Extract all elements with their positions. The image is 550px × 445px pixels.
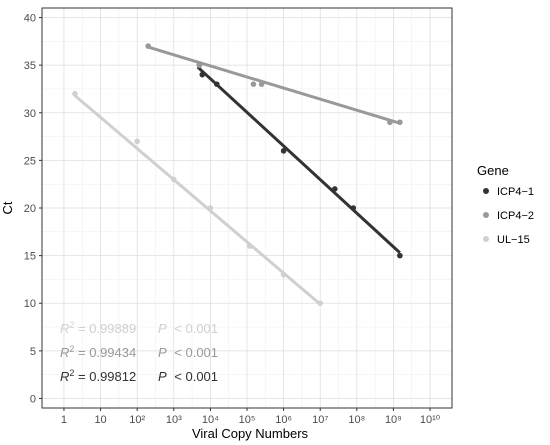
x-tick-label: 10⁴ bbox=[202, 414, 219, 426]
fit-lines bbox=[74, 45, 401, 306]
legend: Gene ICP4−1 ICP4−2 UL−15 bbox=[477, 163, 534, 246]
x-tick-label: 10⁶ bbox=[275, 414, 292, 426]
x-tick-label: 1 bbox=[61, 414, 67, 426]
x-tick-label: 10¹⁰ bbox=[420, 414, 441, 426]
x-tick-label: 10⁸ bbox=[348, 414, 365, 426]
y-tick-label: 25 bbox=[24, 155, 36, 167]
p-value-annotation: P < 0.001 bbox=[158, 345, 218, 360]
fit-annotations: R2 = 0.99889 P < 0.001 R2 = 0.99434 P < 0.0… bbox=[60, 320, 218, 384]
x-tick-label: 10³ bbox=[166, 414, 182, 426]
x-tick-label: 10⁹ bbox=[385, 414, 402, 426]
y-tick-label: 20 bbox=[24, 203, 36, 215]
fit-line bbox=[147, 45, 401, 125]
x-axis-title: Viral Copy Numbers bbox=[192, 426, 309, 441]
legend-label: ICP4−2 bbox=[497, 210, 534, 222]
data-point bbox=[280, 148, 287, 154]
data-point bbox=[134, 138, 140, 145]
data-point bbox=[317, 300, 324, 307]
legend-marker bbox=[483, 236, 489, 242]
data-point bbox=[397, 252, 403, 259]
legend-label: ICP4−1 bbox=[497, 186, 534, 198]
data-point bbox=[387, 119, 393, 126]
y-tick-label: 35 bbox=[24, 60, 36, 72]
p-value-annotation: P < 0.001 bbox=[158, 321, 218, 336]
legend-label: UL−15 bbox=[497, 234, 530, 246]
data-point bbox=[196, 62, 203, 68]
fit-line bbox=[74, 94, 322, 306]
data-point bbox=[207, 205, 214, 211]
data-point bbox=[145, 43, 151, 49]
y-tick-label: 30 bbox=[24, 108, 36, 120]
data-point bbox=[350, 205, 357, 211]
data-point bbox=[199, 71, 206, 78]
y-tick-label: 0 bbox=[30, 393, 36, 405]
p-value-annotation: P < 0.001 bbox=[158, 369, 218, 384]
legend-marker bbox=[483, 212, 489, 218]
r-squared-annotation: R2 = 0.99434 bbox=[60, 344, 136, 360]
y-tick-label: 40 bbox=[24, 13, 36, 25]
x-tick-label: 10⁵ bbox=[239, 414, 256, 426]
y-tick-label: 15 bbox=[24, 251, 36, 263]
data-point bbox=[280, 271, 287, 278]
data-point bbox=[397, 119, 403, 126]
x-tick-label: 10⁷ bbox=[312, 414, 328, 426]
data-point bbox=[170, 176, 177, 183]
legend-title: Gene bbox=[477, 163, 509, 178]
data-point bbox=[258, 81, 265, 87]
fit-line bbox=[196, 65, 401, 254]
legend-marker bbox=[483, 188, 489, 194]
x-tick-label: 10² bbox=[129, 414, 145, 426]
axes: 0 5 10 15 20 25 30 35 40 1 10 10² 10³ 10⁴ 10⁵ 10⁶ 10⁷ 10⁸… bbox=[24, 13, 441, 426]
y-tick-label: 5 bbox=[30, 346, 36, 358]
grid bbox=[42, 8, 452, 408]
data-point bbox=[247, 243, 253, 249]
r-squared-annotation: R2 = 0.99812 bbox=[60, 368, 136, 384]
r-squared-annotation: R2 = 0.99889 bbox=[60, 320, 136, 336]
data-point bbox=[331, 186, 338, 192]
data-point bbox=[250, 81, 257, 87]
data-point bbox=[72, 90, 78, 97]
x-tick-label: 10 bbox=[94, 414, 106, 426]
y-tick-label: 10 bbox=[24, 298, 36, 310]
data-point bbox=[214, 81, 220, 87]
data-points bbox=[72, 43, 403, 307]
y-axis-title: Ct bbox=[0, 201, 15, 214]
